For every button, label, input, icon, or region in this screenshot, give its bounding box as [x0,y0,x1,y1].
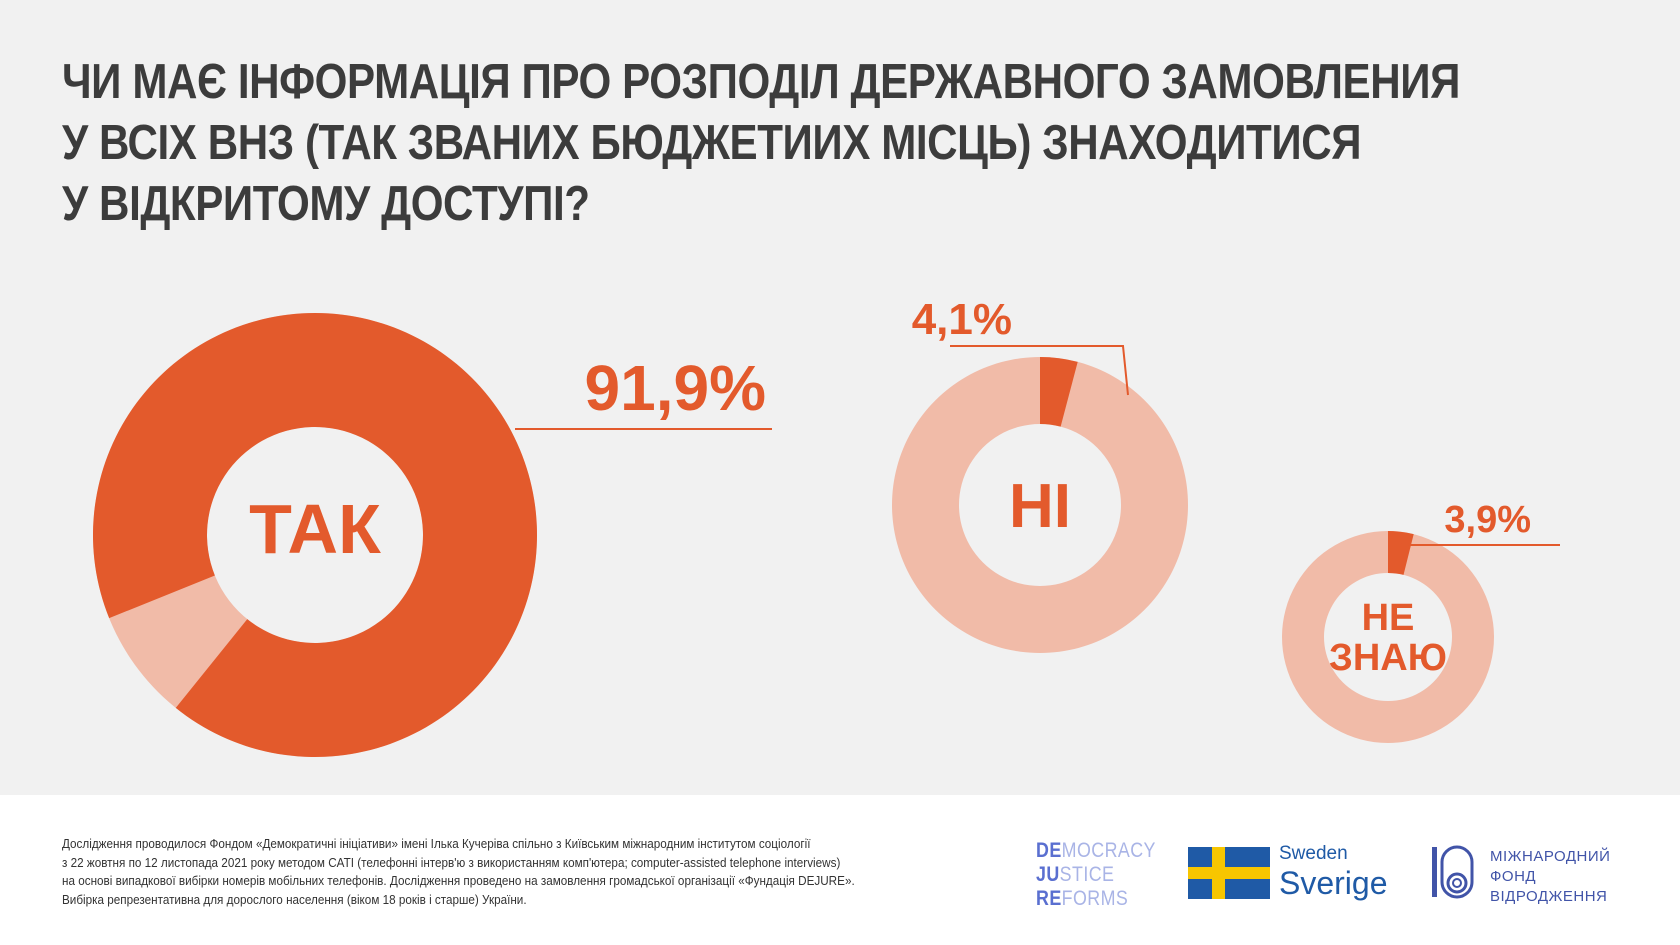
leader-line [950,345,1129,396]
footnote-line-4: Вибірка репрезентативна для дорослого на… [62,891,527,907]
irf-logo-icon [1432,845,1474,899]
flag-cross-horizontal [1188,867,1270,879]
category-label: ТАК [249,490,381,568]
chart-title: ЧИ МАЄ ІНФОРМАЦІЯ ПРО РОЗПОДІЛ ДЕРЖАВНОГ… [62,52,1562,235]
footer: Дослідження проводилося Фондом «Демократ… [0,795,1680,945]
value-label: 3,9% [1444,499,1531,541]
category-label: ЗНАЮ [1329,637,1447,679]
djr-rest: MOCRACY [1061,839,1156,862]
footnote-line-3: на основі випадкової вибірки номерів моб… [62,873,855,888]
value-label: 4,1% [912,295,1012,344]
djr-row-reforms: REFORMS [1036,887,1156,911]
irf-line-1: МІЖНАРОДНИЙ [1490,848,1611,865]
donut-slice [1388,531,1414,575]
footnote-line-2: з 22 жовтня по 12 листопада 2021 року ме… [62,854,841,870]
title-line-1: ЧИ МАЄ ІНФОРМАЦІЯ ПРО РОЗПОДІЛ ДЕРЖАВНОГ… [62,55,1460,109]
methodology-note: Дослідження проводилося Фондом «Демократ… [62,835,992,909]
djr-bold: RE [1036,887,1062,910]
djr-row-justice: JUSTICE [1036,863,1156,887]
djr-rest: FORMS [1061,887,1129,910]
democracy-justice-reforms-logo: DEMOCRACY JUSTICE REFORMS [1036,839,1177,911]
djr-bold: JU [1036,863,1060,886]
sverige-label: Sverige [1279,865,1388,901]
djr-bold: DE [1036,839,1062,862]
donut-2: 4,1% НІ [891,295,1188,653]
irf-line-3: ВІДРОДЖЕННЯ [1490,888,1608,905]
sweden-flag-icon [1188,847,1270,899]
donut-remainder [891,357,1188,653]
category-label: НІ [1009,472,1071,541]
donut-slice [92,313,537,757]
sweden-logo-text: Sweden Sverige [1279,843,1388,901]
irf-logo-text: МІЖНАРОДНИЙ ФОНД ВІДРОДЖЕННЯ [1490,847,1610,907]
irf-line-2: ФОНД [1490,868,1537,885]
donut-remainder [1281,531,1494,744]
value-label: 91,9% [585,352,766,424]
sweden-label: Sweden [1279,843,1348,864]
djr-rest: STICE [1059,863,1115,886]
title-line-3: У ВІДКРИТОМУ ДОСТУПІ? [62,177,590,231]
leader-line [1399,541,1560,546]
donut-slice [1040,357,1078,427]
footnote-line-1: Дослідження проводилося Фондом «Демократ… [62,836,811,851]
title-line-2: У ВСІХ ВНЗ (ТАК ЗВАНИХ БЮДЖЕТИИХ МІСЦЬ) … [62,116,1362,170]
category-label: НЕ [1362,597,1415,639]
djr-row-democracy: DEMOCRACY [1036,839,1156,863]
donut-1: 91,9% ТАК [92,313,772,757]
